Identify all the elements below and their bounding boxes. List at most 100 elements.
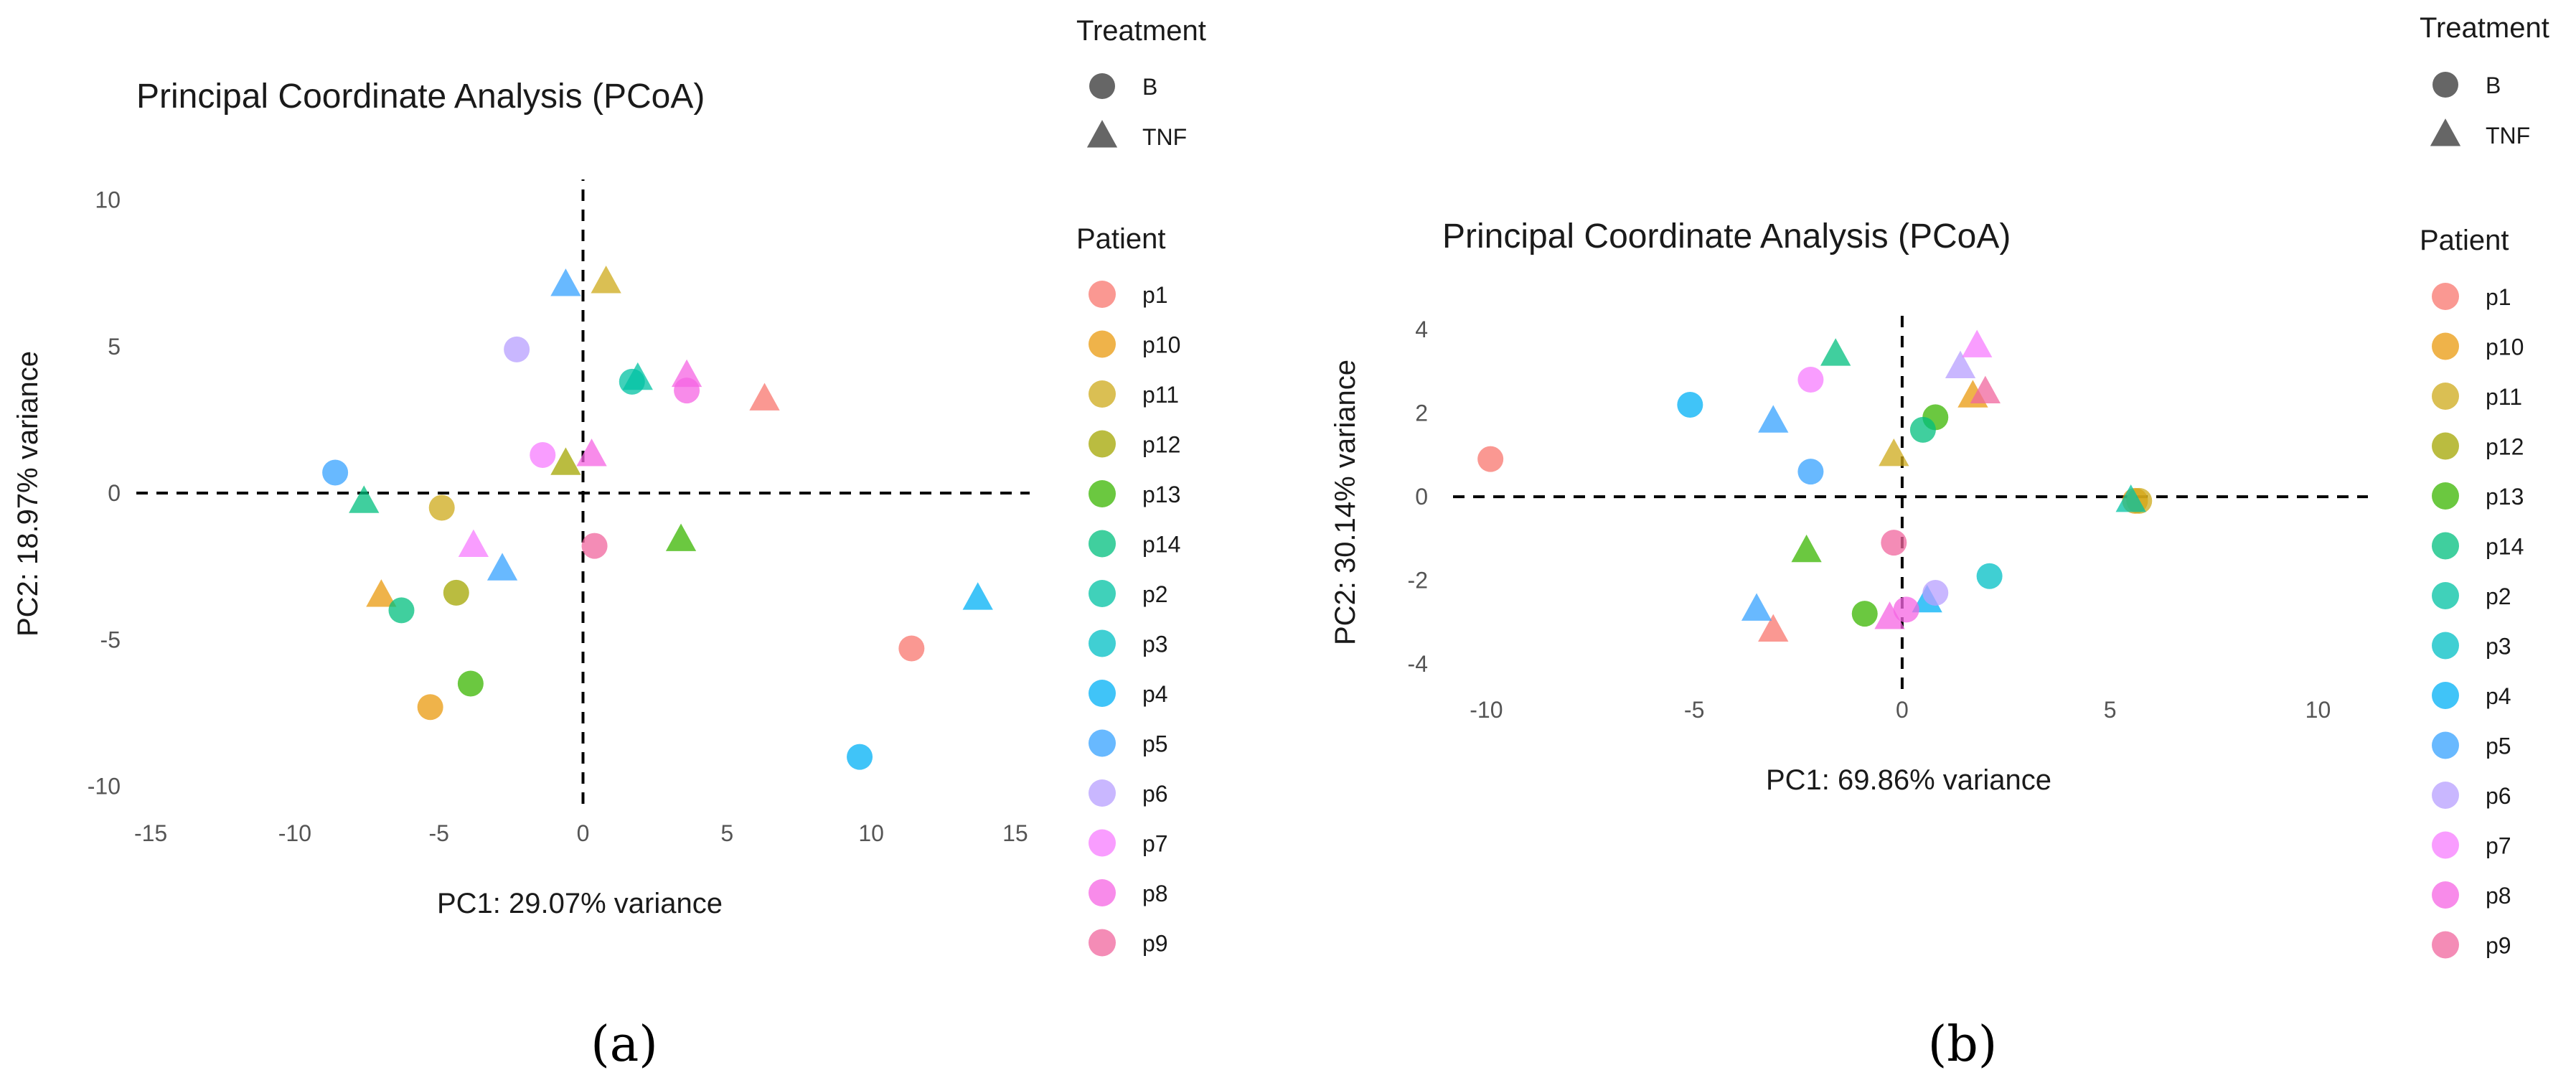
legend-swatch-p12 [1089,430,1116,458]
legend-swatch-p6 [2432,782,2459,809]
legend-label-p14: p14 [1142,532,1180,558]
data-point-p12-tnf [550,447,581,475]
legend-label-p2: p2 [2486,583,2511,609]
data-point-p14-b [388,597,415,624]
legend-label-p10: p10 [2486,334,2524,360]
data-point-p9-b [581,533,608,559]
data-point-p4-tnf [962,582,993,610]
data-point-p5-tnf [1741,593,1772,621]
legend-swatch-p8 [1089,879,1116,906]
data-point-p13-b [1851,601,1878,627]
data-point-p4-b [1677,391,1703,418]
legend-patient-title: Patient [2420,225,2509,256]
legend-patient-title: Patient [1076,223,1166,255]
legend-label-p12: p12 [2486,434,2524,460]
y-axis-label: PC2: 18.97% variance [12,351,44,637]
legend-label-p5: p5 [1142,731,1168,757]
data-point-p6-b [504,336,530,362]
data-point-p13-b [457,670,484,697]
legend-symbol-tnf [1086,120,1118,148]
data-point-p11-b [428,494,455,521]
data-point-p14-b [1909,416,1936,443]
data-point-p1-b [1477,446,1504,472]
data-point-p5-b [322,459,349,486]
data-point-p5-tnf [1758,405,1789,433]
legend-label-p8: p8 [1142,881,1168,906]
legend-swatch-p10 [1089,330,1116,358]
x-tick-label: 15 [1002,820,1028,846]
legend-swatch-p2 [2432,582,2459,609]
data-point-p6-tnf [1945,350,1976,379]
legend-label-p5: p5 [2486,733,2511,759]
data-point-p1-b [898,635,925,662]
y-tick-label: 2 [1415,400,1428,426]
legend-swatch-p1 [1089,281,1116,308]
data-point-p7-tnf [1962,329,1993,357]
x-tick-label: 10 [858,820,884,846]
legend-swatch-p11 [1089,380,1116,408]
legend-swatch-p1 [2432,283,2459,310]
chart-title: Principal Coordinate Analysis (PCoA) [136,78,705,116]
data-point-p9-b [1881,530,1907,556]
y-tick-label: -4 [1408,651,1428,677]
x-tick-label: -10 [1470,697,1503,723]
y-tick-label: 4 [1415,317,1428,342]
legend-swatch-p9 [1089,929,1116,957]
panel-a: Principal Coordinate Analysis (PCoA) PC1… [12,15,1206,1073]
legend-label-p6: p6 [1142,781,1168,807]
data-point-p9-tnf [1970,375,2001,403]
legend-label-p10: p10 [1142,332,1180,358]
legend-swatch-p7 [2432,831,2459,859]
y-tick-label: 10 [95,187,121,213]
y-tick-label: -10 [88,773,121,799]
data-point-p7-b [1797,367,1824,393]
y-tick-label: -2 [1408,568,1428,594]
legend-treatment-title: Treatment [2420,12,2549,44]
data-point-p6-b [1922,580,1949,606]
data-point-p1-tnf [749,383,780,411]
x-tick-label: 5 [2104,697,2117,723]
data-point-p1-tnf [1758,614,1789,642]
y-tick-label: 0 [108,480,121,506]
legend-swatch-p12 [2432,432,2459,460]
x-tick-label: -15 [134,820,167,846]
legend-swatch-p11 [2432,383,2459,410]
legend-swatch-p4 [2432,682,2459,709]
legend-label-p2: p2 [1142,581,1168,607]
legend-label-p11: p11 [1142,382,1179,408]
legend-swatch-p8 [2432,881,2459,909]
data-point-p7-tnf [458,529,489,558]
panel-label: (b) [1928,1016,1998,1073]
data-point-p11-tnf [1879,438,1909,467]
legend-label-p7: p7 [2486,833,2511,859]
legend-label-b: B [1142,74,1157,100]
data-point-p10-tnf [366,579,397,607]
legend-label-p4: p4 [2486,683,2511,709]
legend-label-p12: p12 [1142,432,1180,458]
legend-label-p9: p9 [1142,931,1168,957]
x-axis-label: PC1: 69.86% variance [1766,764,2051,796]
legend-swatch-p10 [2432,332,2459,360]
legend-label-p6: p6 [2486,783,2511,809]
legend-label-p14: p14 [2486,534,2524,560]
data-point-p11-tnf [591,266,621,294]
legend-label-p8: p8 [2486,883,2511,909]
data-point-p14-tnf [349,485,380,513]
legend-swatch-p3 [1089,629,1116,657]
legend-label-p1: p1 [1142,282,1168,308]
legend-swatch-p14 [2432,532,2459,560]
panel-b: Principal Coordinate Analysis (PCoA) PC1… [1330,12,2549,1073]
x-tick-label: -5 [1684,697,1704,723]
legend-swatch-p5 [2432,731,2459,759]
reference-lines [136,179,1030,804]
legend-treatment-items: B TNF [1086,73,1187,150]
legend: Treatment B TNF Patient p1 p10 p11 p12 p13 p14… [1076,15,1206,957]
legend-symbol-b [1089,73,1115,99]
legend-label-b: B [2486,72,2501,98]
legend-symbol-tnf [2430,118,2461,146]
legend: Treatment B TNF Patient p1 p10 p11 p12 p13 p14… [2420,12,2549,959]
legend-swatch-p9 [2432,931,2459,959]
data-point-p5-tnf [550,268,581,296]
data-point-p12-b [443,579,469,606]
